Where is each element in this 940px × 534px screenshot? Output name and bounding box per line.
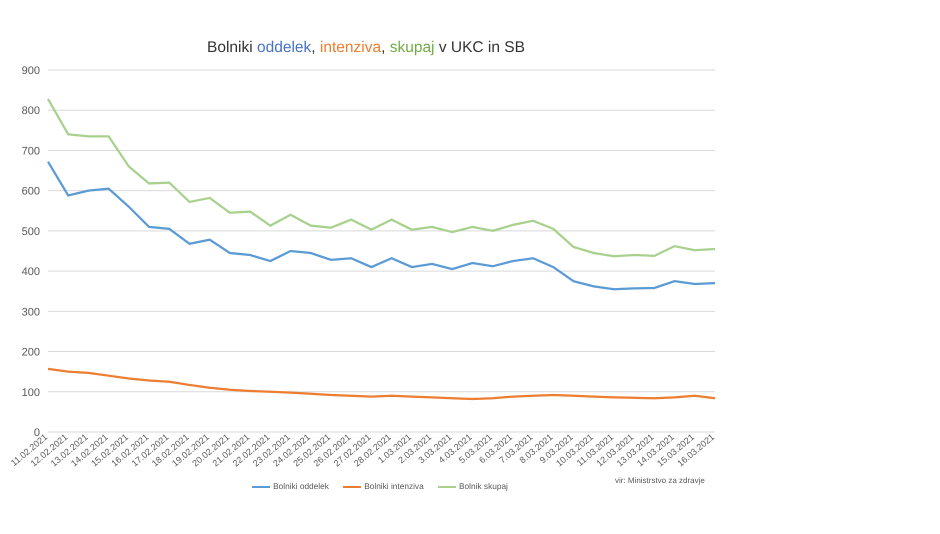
svg-text:700: 700 <box>22 145 40 157</box>
svg-text:100: 100 <box>22 387 40 399</box>
svg-text:200: 200 <box>22 347 40 359</box>
svg-text:600: 600 <box>22 186 40 198</box>
svg-text:300: 300 <box>22 306 40 318</box>
svg-text:900: 900 <box>22 65 40 77</box>
svg-text:800: 800 <box>22 105 40 117</box>
svg-text:400: 400 <box>22 266 40 278</box>
svg-text:500: 500 <box>22 226 40 238</box>
